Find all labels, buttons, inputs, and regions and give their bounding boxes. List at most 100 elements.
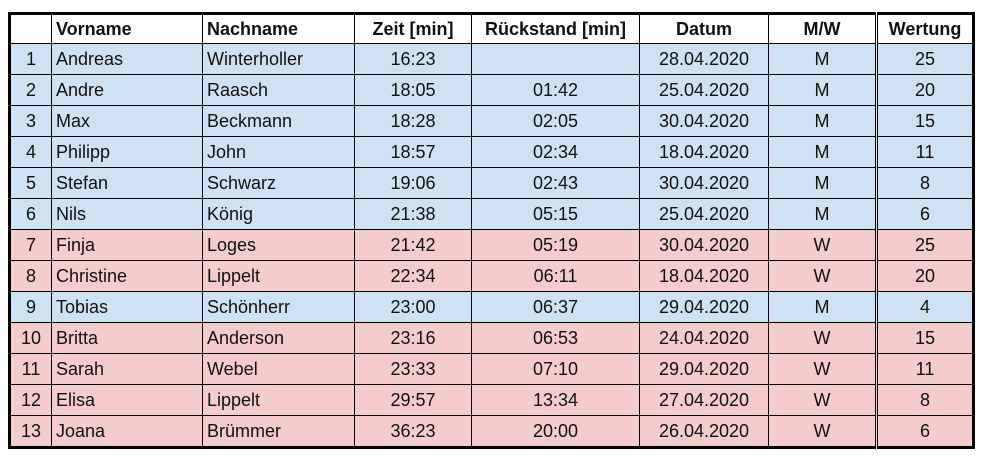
cell: 23:16 (354, 322, 472, 354)
cell: Joana (51, 415, 203, 448)
cell: 18.04.2020 (639, 136, 769, 168)
cell: Raasch (202, 74, 355, 106)
cell: Lippelt (202, 260, 355, 292)
cell: 21:38 (354, 198, 472, 230)
cell: 10 (9, 322, 52, 354)
cell: 29.04.2020 (639, 291, 769, 323)
cell: Winterholler (202, 43, 355, 75)
cell: 27.04.2020 (639, 384, 769, 416)
cell: 18:57 (354, 136, 472, 168)
cell: 20 (875, 260, 974, 292)
cell: 8 (875, 384, 974, 416)
cell: M (768, 136, 877, 168)
cell: König (202, 198, 355, 230)
cell: John (202, 136, 355, 168)
table-row: 5 Stefan Schwarz 19:06 02:43 30.04.2020 M 8 (9, 167, 974, 199)
cell: Loges (202, 229, 355, 261)
cell: Sarah (51, 353, 203, 385)
cell: 3 (9, 105, 52, 137)
cell: 01:42 (471, 74, 640, 106)
cell: 06:53 (471, 322, 640, 354)
cell: 30.04.2020 (639, 105, 769, 137)
cell: 07:10 (471, 353, 640, 385)
cell: M (768, 74, 877, 106)
cell: 18:05 (354, 74, 472, 106)
cell: 4 (9, 136, 52, 168)
cell: 25 (875, 229, 974, 261)
cell: 13:34 (471, 384, 640, 416)
header-cell: Datum (639, 13, 769, 44)
cell: Elisa (51, 384, 203, 416)
cell: M (768, 167, 877, 199)
cell: 30.04.2020 (639, 167, 769, 199)
cell: Stefan (51, 167, 203, 199)
cell: 06:37 (471, 291, 640, 323)
table-row: 13 Joana Brümmer 36:23 20:00 26.04.2020 W 6 (9, 415, 974, 448)
cell: M (768, 105, 877, 137)
table-row: 12 Elisa Lippelt 29:57 13:34 27.04.2020 W 8 (9, 384, 974, 416)
cell: 15 (875, 105, 974, 137)
cell: 28.04.2020 (639, 43, 769, 75)
cell: W (768, 415, 877, 448)
cell: 06:11 (471, 260, 640, 292)
cell: 24.04.2020 (639, 322, 769, 354)
cell: 29.04.2020 (639, 353, 769, 385)
cell: 15 (875, 322, 974, 354)
table-row: 8 Christine Lippelt 22:34 06:11 18.04.2020 W 20 (9, 260, 974, 292)
table-row: 10 Britta Anderson 23:16 06:53 24.04.2020 W 15 (9, 322, 974, 354)
cell: Andre (51, 74, 203, 106)
header-cell: Vorname (51, 13, 203, 44)
cell: 02:43 (471, 167, 640, 199)
cell: 30.04.2020 (639, 229, 769, 261)
cell: W (768, 260, 877, 292)
cell: Lippelt (202, 384, 355, 416)
cell: M (768, 43, 877, 75)
cell: 19:06 (354, 167, 472, 199)
cell: 9 (9, 291, 52, 323)
cell: 18.04.2020 (639, 260, 769, 292)
cell: 29:57 (354, 384, 472, 416)
cell: 25.04.2020 (639, 198, 769, 230)
cell: Nils (51, 198, 203, 230)
cell: 6 (9, 198, 52, 230)
header-cell: Rückstand [min] (471, 13, 640, 44)
cell: 7 (9, 229, 52, 261)
cell: 2 (9, 74, 52, 106)
cell: W (768, 353, 877, 385)
cell: 02:05 (471, 105, 640, 137)
cell: Tobias (51, 291, 203, 323)
cell: 05:19 (471, 229, 640, 261)
table-row: 7 Finja Loges 21:42 05:19 30.04.2020 W 25 (9, 229, 974, 261)
cell: 20:00 (471, 415, 640, 448)
results-table: Vorname Nachname Zeit [min] Rückstand [min]… (8, 12, 975, 449)
cell: Anderson (202, 322, 355, 354)
cell: W (768, 384, 877, 416)
cell: 25 (875, 43, 974, 75)
cell: Britta (51, 322, 203, 354)
cell: 20 (875, 74, 974, 106)
cell: 6 (875, 198, 974, 230)
cell: 11 (875, 353, 974, 385)
cell: Schönherr (202, 291, 355, 323)
header-cell: Nachname (202, 13, 355, 44)
cell: 1 (9, 43, 52, 75)
cell: 22:34 (354, 260, 472, 292)
cell: 8 (875, 167, 974, 199)
cell: Schwarz (202, 167, 355, 199)
cell: 05:15 (471, 198, 640, 230)
cell: 23:33 (354, 353, 472, 385)
header-cell: Wertung (875, 13, 974, 44)
cell: W (768, 322, 877, 354)
header-row: Vorname Nachname Zeit [min] Rückstand [min]… (9, 13, 974, 44)
cell: 18:28 (354, 105, 472, 137)
cell: Christine (51, 260, 203, 292)
cell: 23:00 (354, 291, 472, 323)
table-row: 1 Andreas Winterholler 16:23 28.04.2020 M 25 (9, 43, 974, 75)
cell: M (768, 198, 877, 230)
cell: 8 (9, 260, 52, 292)
cell: 26.04.2020 (639, 415, 769, 448)
cell: 02:34 (471, 136, 640, 168)
table-row: 2 Andre Raasch 18:05 01:42 25.04.2020 M 20 (9, 74, 974, 106)
header-cell (9, 13, 52, 44)
